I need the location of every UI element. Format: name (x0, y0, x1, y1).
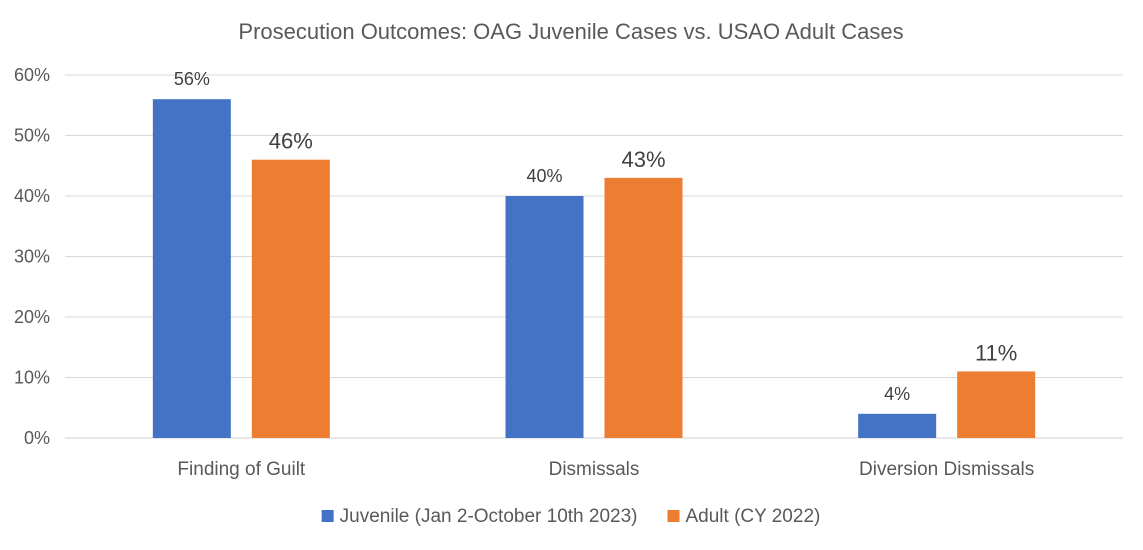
legend-label: Adult (CY 2022) (686, 506, 821, 527)
data-label: 40% (526, 166, 562, 186)
bar-adult (604, 177, 683, 438)
data-label: 46% (269, 129, 313, 154)
legend-label: Juvenile (Jan 2-October 10th 2023) (340, 506, 638, 527)
y-tick-label: 30% (14, 247, 50, 267)
legend-item: Juvenile (Jan 2-October 10th 2023) (321, 506, 638, 527)
bars: 56% 46% 40% 43% 4% 11% (152, 69, 1036, 438)
bar-juvenile (858, 413, 937, 438)
x-tick-label: Dismissals (549, 459, 640, 480)
legend-swatch (667, 510, 680, 522)
x-tick-label: Diversion Dismissals (859, 459, 1034, 480)
bar-juvenile (505, 196, 584, 438)
y-tick-label: 20% (14, 307, 50, 327)
y-axis: 0% 10% 20% 30% 40% 50% 60% (14, 65, 50, 448)
y-tick-label: 40% (14, 186, 50, 206)
bar-adult (251, 159, 330, 438)
x-tick-label: Finding of Guilt (177, 459, 306, 480)
y-tick-label: 0% (24, 428, 50, 448)
y-tick-label: 50% (14, 126, 50, 146)
x-axis: Finding of Guilt Dismissals Diversion Dism… (177, 459, 1034, 480)
bar-adult (957, 371, 1036, 438)
y-tick-label: 60% (14, 65, 50, 85)
legend: Juvenile (Jan 2-October 10th 2023) Adult … (321, 506, 821, 527)
data-label: 43% (621, 147, 665, 172)
legend-item: Adult (CY 2022) (667, 506, 821, 527)
gridlines (65, 74, 1123, 439)
bar-juvenile (152, 99, 231, 438)
data-label: 56% (174, 69, 210, 89)
data-label: 4% (884, 384, 910, 404)
y-tick-label: 10% (14, 368, 50, 388)
legend-swatch (321, 510, 334, 522)
data-label: 11% (975, 340, 1017, 365)
chart-title: Prosecution Outcomes: OAG Juvenile Cases… (238, 19, 903, 44)
